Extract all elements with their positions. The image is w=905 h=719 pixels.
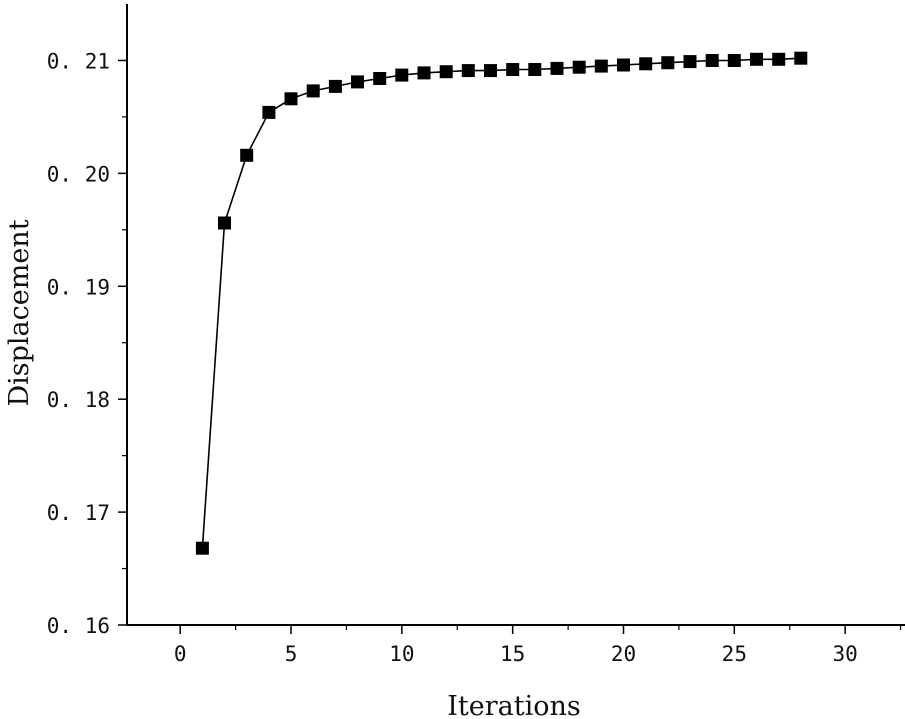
data-point (639, 57, 653, 71)
y-tick-label: 0. 17 (47, 501, 110, 525)
y-axis-ticks: 0. 16 0. 17 0. 18 0. 19 0. 20 0. 21 (47, 49, 127, 638)
x-tick-label: 30 (833, 642, 858, 666)
data-point (262, 105, 276, 119)
data-point (439, 65, 453, 79)
data-point (661, 56, 675, 70)
data-point (195, 541, 209, 555)
axes (126, 4, 905, 626)
data-point (683, 55, 697, 69)
y-tick-label: 0. 16 (47, 614, 110, 638)
data-point (572, 60, 586, 74)
y-axis-title: Displacement (4, 219, 35, 406)
data-point (417, 66, 431, 80)
x-tick-label: 25 (722, 642, 747, 666)
data-point (395, 68, 409, 82)
data-point (528, 63, 542, 76)
data-point (351, 75, 364, 89)
series-line (201, 57, 801, 549)
series-polyline (201, 57, 801, 549)
data-point (306, 84, 320, 98)
data-point (484, 64, 497, 78)
x-tick-label: 10 (389, 642, 414, 666)
y-tick-label: 0. 19 (47, 275, 110, 299)
data-point (750, 52, 763, 66)
data-point (594, 59, 608, 73)
x-tick-label: 15 (500, 642, 525, 666)
y-tick-label: 0. 18 (47, 388, 110, 412)
data-point (617, 58, 630, 72)
data-point (461, 64, 475, 78)
y-tick-label: 0. 21 (47, 49, 110, 73)
data-points (195, 51, 808, 555)
data-point (727, 54, 741, 67)
data-point (794, 51, 808, 65)
x-tick-label: 0 (174, 642, 187, 666)
x-tick-label: 5 (285, 642, 298, 666)
data-point (705, 54, 719, 67)
y-tick-label: 0. 20 (47, 162, 110, 186)
x-axis-ticks: 0 5 10 15 20 25 30 (174, 625, 902, 666)
data-point (550, 61, 564, 75)
data-point (506, 63, 520, 76)
data-point (240, 148, 254, 162)
data-point (772, 52, 786, 66)
data-point (328, 79, 342, 93)
data-point (218, 216, 231, 230)
data-point (373, 72, 387, 85)
x-tick-label: 20 (611, 642, 636, 666)
data-point (284, 92, 298, 106)
x-axis-title: Iterations (447, 691, 580, 719)
